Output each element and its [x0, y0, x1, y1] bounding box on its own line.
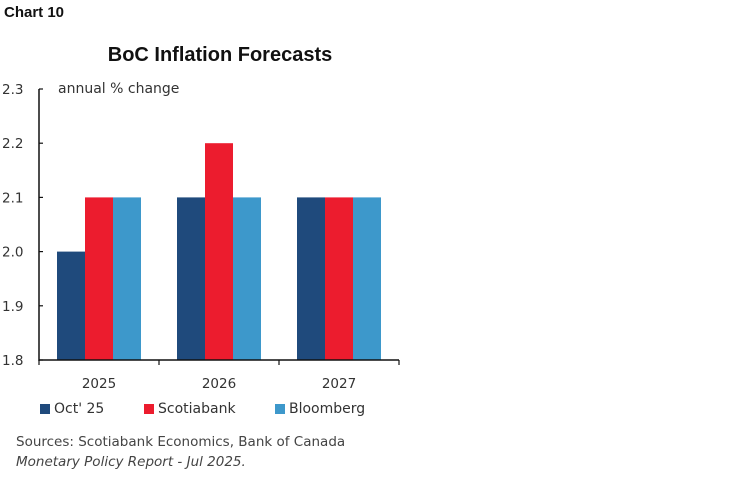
bar-scotiabank-2025 [85, 197, 113, 360]
bar-oct-25-2026 [177, 197, 205, 360]
legend-item: Oct' 25 [40, 401, 104, 417]
x-tick-label: 2025 [82, 376, 116, 392]
legend-swatch [275, 404, 285, 414]
legend-item: Bloomberg [275, 401, 365, 417]
source-note: Sources: Scotiabank Economics, Bank of C… [16, 432, 345, 472]
legend-swatch [144, 404, 154, 414]
bar-oct-25-2025 [57, 251, 85, 360]
bar-oct-25-2027 [297, 197, 325, 360]
legend-swatch [40, 404, 50, 414]
legend-label: Bloomberg [289, 401, 366, 417]
y-tick-label: 2.1 [2, 190, 23, 206]
bar-bloomberg-2027 [353, 197, 381, 360]
y-axis-label: annual % change [58, 81, 179, 97]
bar-bloomberg-2026 [233, 197, 261, 360]
y-tick-label: 2.2 [2, 136, 23, 152]
chart-number: Chart 10 [4, 4, 65, 21]
y-tick-label: 1.9 [2, 299, 23, 315]
source-line-2: Monetary Policy Report - Jul 2025. [16, 454, 246, 470]
y-tick-label: 2.3 [2, 82, 23, 98]
bar-bloomberg-2025 [113, 197, 141, 360]
legend-label: Oct' 25 [54, 401, 105, 417]
y-tick-label: 2.0 [2, 245, 23, 261]
bar-scotiabank-2027 [325, 197, 353, 360]
chart-title: BoC Inflation Forecasts [107, 44, 333, 66]
source-line-1: Sources: Scotiabank Economics, Bank of C… [16, 434, 346, 450]
y-tick-label: 1.8 [2, 353, 23, 369]
legend-label: Scotiabank [158, 401, 236, 417]
x-tick-label: 2027 [322, 376, 356, 392]
bar-scotiabank-2026 [205, 143, 233, 360]
x-tick-label: 2026 [202, 376, 236, 392]
legend-item: Scotiabank [144, 401, 236, 417]
